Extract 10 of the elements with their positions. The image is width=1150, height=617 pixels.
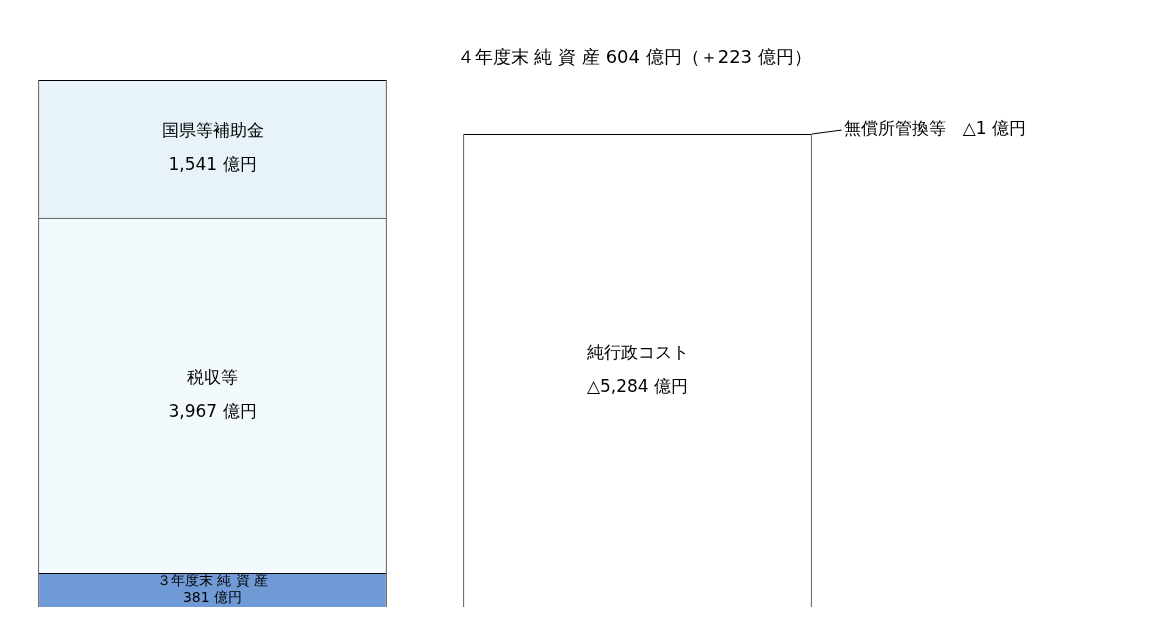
text: 無償所管換等 △1 億円 [843, 118, 1027, 139]
data-label: 381 億円 [182, 589, 243, 606]
series-label: 国県等補助金 [161, 120, 264, 141]
data-label: 3,967 億円 [168, 400, 257, 421]
data-label: 1,541 億円 [168, 154, 257, 175]
series-label: 税収等 [187, 366, 238, 387]
series-label: 純行政コスト [586, 341, 689, 362]
data-label: △5,284 億円 [586, 375, 689, 396]
series-label: ３年度末 純 資 産 [156, 572, 269, 589]
text: ４年度末 純 資 産 604 億円（＋223 億円） [456, 45, 812, 67]
